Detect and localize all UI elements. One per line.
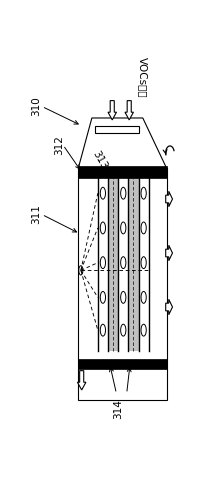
Text: 310: 310 [31,97,41,116]
Polygon shape [78,371,86,390]
Polygon shape [125,101,133,120]
Polygon shape [166,299,173,315]
Bar [78,359,166,369]
Polygon shape [108,101,117,120]
Bar [78,168,166,400]
Bar [78,166,166,178]
Polygon shape [166,191,173,207]
Polygon shape [166,245,173,261]
Text: 313: 313 [90,149,109,171]
Bar [128,178,139,351]
Bar [95,126,140,133]
Bar [108,178,118,351]
Text: 311: 311 [31,204,41,224]
Text: 314: 314 [113,399,123,419]
Text: VOCs气体: VOCs气体 [138,57,148,98]
Text: 312: 312 [55,135,65,155]
